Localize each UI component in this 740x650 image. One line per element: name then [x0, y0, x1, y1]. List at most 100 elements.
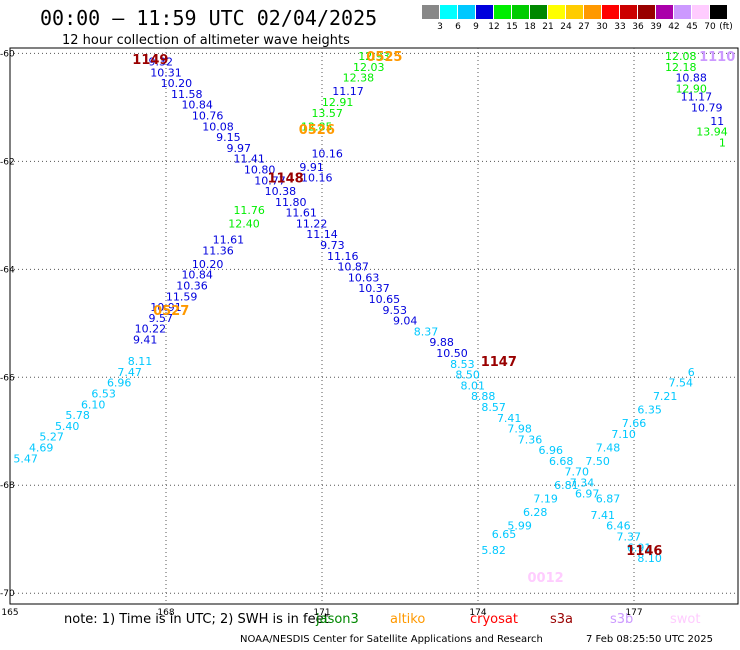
wave-height-point: 5.78	[65, 409, 90, 422]
wave-height-point: 6.46	[606, 520, 631, 533]
wave-height-point: 12.90	[675, 82, 707, 95]
wave-height-point: 6.28	[523, 506, 548, 519]
y-tick-label: -62	[0, 157, 15, 167]
wave-height-point: 9.53	[383, 304, 408, 317]
wave-height-point: 6.81	[554, 479, 579, 492]
wave-height-point: 12.38	[343, 72, 375, 85]
legend-label: 42	[668, 22, 680, 32]
legend-swatch	[422, 5, 439, 19]
x-tick-label: 165	[1, 608, 18, 618]
satellite-altiko: altiko	[390, 612, 426, 627]
legend-swatch	[602, 5, 619, 19]
wave-height-point: 6.96	[539, 444, 564, 457]
wave-height-point: 12.40	[228, 217, 260, 230]
y-tick-label: -66	[0, 373, 15, 383]
wave-height-point: 13.94	[696, 126, 728, 139]
legend-label: 9	[473, 22, 479, 32]
legend-swatch	[530, 5, 547, 19]
legend-label: 15	[506, 22, 518, 32]
wave-height-point: 12.18	[665, 61, 697, 74]
wave-height-point: 10.08	[202, 120, 234, 133]
wave-height-point: 1	[719, 136, 726, 149]
legend-swatch	[440, 5, 457, 19]
plot-frame	[9, 47, 739, 605]
pass-id-label: 0527	[153, 304, 189, 319]
wave-height-point: 8.37	[414, 325, 439, 338]
pass-id-label: 0525	[366, 50, 402, 65]
wave-height-point: 7.70	[565, 466, 590, 479]
x-tick-label: 168	[157, 608, 174, 618]
legend-label: 45	[686, 22, 698, 32]
wave-height-point: 6.96	[107, 377, 132, 390]
wave-height-point: 10.79	[691, 101, 723, 114]
y-tick-label: -64	[0, 265, 15, 275]
generated-timestamp: 7 Feb 08:25:50 UTC 2025	[586, 634, 713, 645]
wave-height-point: 7.19	[533, 493, 558, 506]
wave-height-point: 10.80	[244, 163, 276, 176]
wave-height-point: 8.01	[461, 379, 486, 392]
wave-height-point: 6.87	[596, 493, 621, 506]
wave-height-point: 8.57	[481, 401, 506, 414]
wave-height-point: 10.37	[358, 282, 390, 295]
wave-height-point: 7.21	[653, 390, 678, 403]
legend-swatch	[548, 5, 565, 19]
wave-height-point: 9.57	[149, 312, 174, 325]
wave-height-point: 7.10	[611, 428, 636, 441]
wave-height-point: 11.76	[233, 204, 265, 217]
legend-label: 18	[524, 22, 536, 32]
legend-swatch	[476, 5, 493, 19]
wave-height-point: 9.97	[227, 142, 252, 155]
wave-height-point: 13.57	[311, 107, 343, 120]
wave-height-point: 10.88	[675, 72, 707, 85]
wave-height-point: 8.88	[471, 390, 496, 403]
legend-swatch	[584, 5, 601, 19]
wave-height-point: 5.82	[481, 544, 506, 557]
wave-height-point: 7.48	[596, 441, 621, 454]
wave-height-point: 8.11	[128, 355, 153, 368]
wave-height-point: 9.88	[429, 336, 454, 349]
wave-height-point: 9.15	[216, 131, 241, 144]
wave-height-point: 8.50	[455, 369, 480, 382]
note-text: note: 1) Time is in UTC; 2) SWH is in fe…	[64, 612, 329, 627]
satellite-jason3: jason3	[316, 612, 359, 627]
satellite-s3b: s3b	[610, 612, 634, 627]
wave-height-point: 4.69	[29, 441, 54, 454]
x-tick-label: 177	[625, 608, 642, 618]
legend-label: 39	[650, 22, 662, 32]
wave-height-point: 10.65	[369, 293, 401, 306]
wave-height-point: 10.20	[192, 258, 224, 271]
wave-height-point: 12.91	[322, 96, 354, 109]
wave-height-point: 5.99	[507, 520, 532, 533]
wave-height-point: 10.31	[150, 66, 182, 79]
legend-swatch	[566, 5, 583, 19]
wave-height-point: 7.50	[585, 455, 610, 468]
wave-height-point: 9.32	[149, 55, 174, 68]
wave-height-point: 10.20	[161, 77, 193, 90]
legend-label: 24	[560, 22, 572, 32]
wave-height-point: 7.54	[669, 377, 694, 390]
legend-swatch	[656, 5, 673, 19]
wave-height-point: 5.27	[39, 431, 64, 444]
wave-height-point: 10.38	[265, 185, 297, 198]
wave-height-point: 10.16	[311, 147, 343, 160]
wave-height-point: 10.76	[192, 109, 224, 122]
legend-swatch	[512, 5, 529, 19]
wave-height-point: 6.10	[81, 398, 106, 411]
pass-id-label: 1148	[268, 172, 304, 187]
legend-swatch	[458, 5, 475, 19]
wave-height-point: 12.03	[353, 61, 385, 74]
wave-height-point: 11.59	[166, 290, 198, 303]
wave-height-point: 9.91	[299, 161, 324, 174]
x-tick-label: 174	[469, 608, 486, 618]
wave-height-point: 12.93	[358, 50, 390, 63]
wave-height-point: 11.36	[202, 244, 234, 257]
legend-label: 70	[704, 22, 716, 32]
wave-height-point: 10.84	[181, 269, 213, 282]
wave-height-point: 7.41	[591, 509, 616, 522]
legend-label: 30	[596, 22, 608, 32]
legend-swatch	[494, 5, 511, 19]
wave-height-point: 10.87	[337, 261, 369, 274]
wave-height-point: 7.98	[507, 423, 532, 436]
legend-label: 21	[542, 22, 554, 32]
wave-height-point: 10.63	[348, 271, 380, 284]
